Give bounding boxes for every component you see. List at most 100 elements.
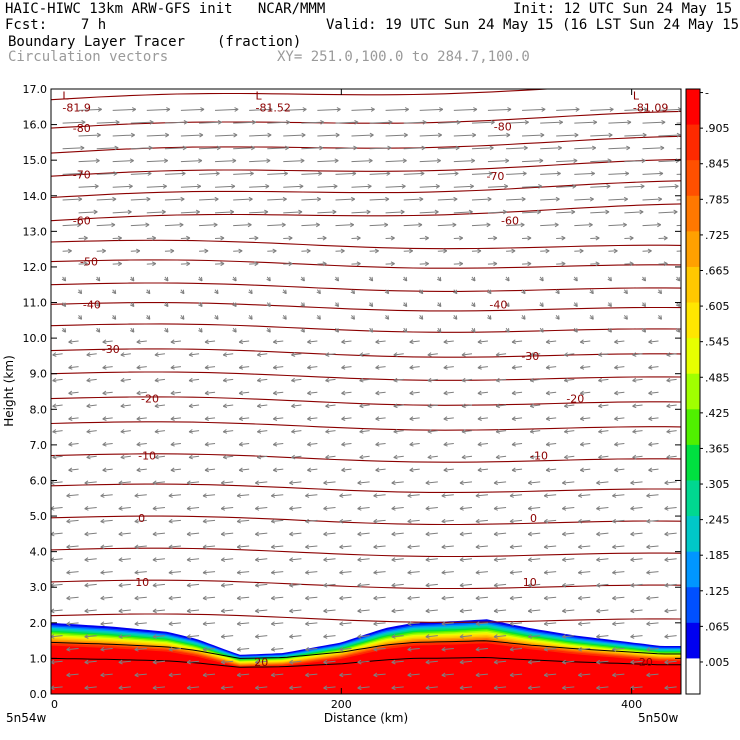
colorbar-swatch — [686, 231, 700, 268]
vector-arrow — [556, 132, 579, 138]
vector-arrow — [441, 646, 454, 652]
vector-arrow — [425, 531, 438, 537]
colorbar-label: - — [705, 87, 709, 100]
vector-arrow — [233, 222, 252, 228]
vector-arrow — [646, 672, 659, 678]
axes: 0.0 1.0 2.0 3.0 4.0 5.0 6.0 7.0 8.0 9.0 10.0 11.0 12… — [23, 83, 681, 711]
vector-arrow — [564, 454, 575, 460]
vector-arrow — [375, 441, 386, 447]
vector-arrow — [676, 122, 681, 124]
vector-arrow — [402, 327, 408, 333]
vector-arrow — [598, 352, 609, 357]
vector-arrow — [391, 506, 404, 511]
vector-arrow — [199, 196, 219, 202]
vector-arrow — [441, 595, 454, 601]
vector-arrow — [608, 145, 631, 151]
vector-arrow — [238, 441, 250, 447]
vector-arrow — [545, 339, 557, 345]
vector-arrow — [666, 454, 677, 460]
vector-arrow — [341, 365, 352, 370]
vector-arrow — [339, 672, 352, 678]
vector-arrow — [96, 119, 120, 125]
y-tick-label: 10.0 — [23, 332, 48, 345]
vector-arrow — [409, 339, 420, 345]
vector-arrow — [102, 416, 113, 421]
vector-arrow — [323, 557, 336, 562]
vector-arrow — [529, 352, 541, 357]
vector-arrow — [577, 595, 591, 601]
vector-arrow — [403, 248, 414, 254]
vector-arrow — [186, 634, 200, 639]
vector-arrow — [357, 634, 370, 639]
vector-arrow — [666, 403, 677, 409]
vector-arrow — [62, 222, 82, 228]
y-tick-label: 4.0 — [30, 546, 48, 559]
colorbar-label: .725 — [705, 229, 730, 242]
vector-arrow — [249, 184, 270, 189]
vector-arrow — [68, 339, 79, 345]
vector-arrow — [540, 196, 560, 202]
vector-arrow — [255, 608, 268, 614]
vector-arrow — [283, 235, 293, 241]
vector-arrow — [425, 608, 438, 614]
vector-arrow — [596, 608, 609, 614]
vector-arrow — [407, 518, 420, 524]
vector-arrow — [84, 634, 97, 639]
vector-arrow — [52, 403, 63, 409]
vector-arrow — [407, 672, 420, 678]
vector-arrow — [393, 352, 404, 357]
vector-arrow — [623, 315, 628, 320]
vector-arrow — [170, 416, 181, 421]
vector-arrow — [373, 544, 386, 550]
vector-arrow — [529, 403, 541, 409]
vector-arrow — [487, 184, 509, 189]
contour-label: -70 — [73, 168, 91, 181]
vector-arrow — [136, 365, 147, 370]
vector-arrow — [369, 222, 389, 228]
vector-arrow — [351, 261, 361, 267]
colorbar-swatch — [686, 480, 700, 517]
vector-arrow — [487, 107, 512, 112]
vector-arrow — [375, 339, 386, 345]
vector-arrow — [199, 171, 220, 176]
vector-arrow — [134, 544, 147, 550]
vector-arrow — [543, 544, 557, 550]
vector-arrow — [579, 467, 591, 473]
contour-line — [51, 613, 681, 623]
vector-arrow — [204, 416, 216, 421]
vector-arrow — [425, 634, 438, 639]
vector-arrow — [77, 289, 83, 295]
vector-arrow — [270, 672, 284, 678]
vector-arrow — [577, 493, 591, 498]
vector-arrow — [136, 441, 147, 447]
vector-arrow — [317, 184, 338, 189]
vector-arrow — [118, 685, 131, 691]
vector-arrow — [350, 315, 355, 320]
vector-arrow — [385, 209, 405, 215]
vector-arrow — [409, 390, 420, 396]
vector-arrow — [506, 248, 516, 254]
vector-arrow — [590, 184, 611, 189]
vector-arrow — [236, 672, 250, 678]
vector-arrow — [675, 327, 681, 333]
vector-arrow — [505, 302, 510, 307]
vector-arrow — [461, 377, 473, 383]
vector-arrow — [403, 119, 427, 125]
contour-labels: -80 -80 -70 -70 -60 -60 -50 -40 -40 -30 -30 -20 -20 -… — [62, 90, 668, 669]
vector-arrow — [84, 659, 97, 665]
vector-arrow — [506, 222, 525, 228]
vector-arrow — [487, 132, 511, 138]
vector-arrow — [596, 531, 609, 537]
vector-arrow — [154, 429, 166, 434]
vector-arrow — [180, 235, 191, 241]
vector-arrow — [540, 119, 564, 125]
vector-arrow — [317, 209, 337, 215]
vector-arrow — [459, 685, 473, 691]
vector-arrow — [664, 531, 677, 537]
vector-arrow — [249, 209, 269, 215]
vector-arrow — [283, 209, 303, 215]
vector-arrow — [505, 327, 510, 333]
vector-arrow — [506, 196, 526, 202]
vector-arrow — [136, 467, 147, 473]
vector-arrow — [335, 145, 358, 151]
